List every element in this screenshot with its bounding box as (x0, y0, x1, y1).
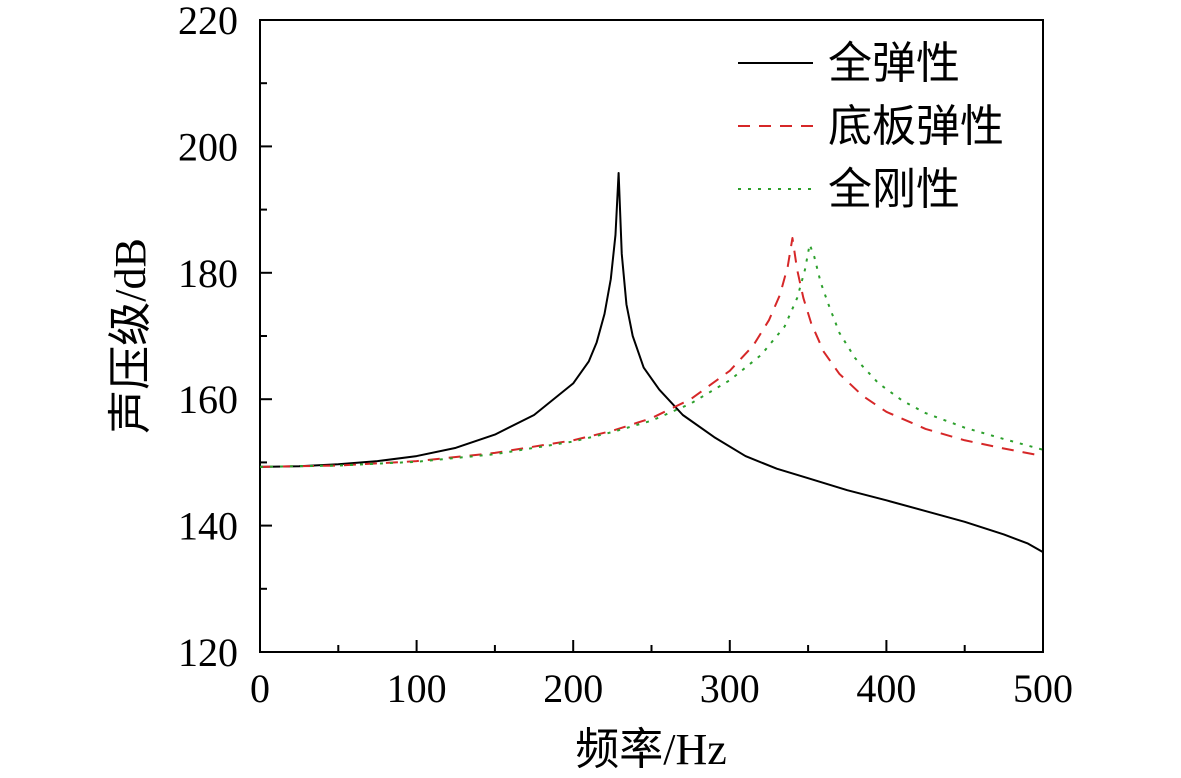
series-line-1 (259, 237, 1044, 468)
x-tick-label: 400 (856, 666, 916, 711)
y-tick-label: 140 (178, 504, 238, 549)
y-tick-label: 160 (178, 377, 238, 422)
legend-label-1: 底板弹性 (828, 102, 1004, 151)
series-line-2 (259, 243, 1044, 468)
y-tick-label: 180 (178, 251, 238, 296)
x-tick-label: 200 (543, 666, 603, 711)
axes: 0 100 200 300 400 500 120 140 160 180 200 220 (178, 0, 1073, 711)
legend-label-2: 全刚性 (828, 165, 960, 214)
x-tick-label: 0 (250, 666, 270, 711)
y-tick-label: 120 (178, 630, 238, 675)
y-axis-title: 声压级/dB (106, 238, 155, 434)
x-axis-title: 频率/Hz (575, 725, 727, 774)
x-tick-label: 100 (387, 666, 447, 711)
legend-label-0: 全弹性 (828, 39, 960, 88)
series-line-0 (259, 171, 1044, 554)
y-tick-label: 200 (178, 124, 238, 169)
x-tick-label: 300 (700, 666, 760, 711)
x-tick-label: 500 (1013, 666, 1073, 711)
y-tick-label: 220 (178, 0, 238, 43)
plot-series (259, 171, 1044, 554)
